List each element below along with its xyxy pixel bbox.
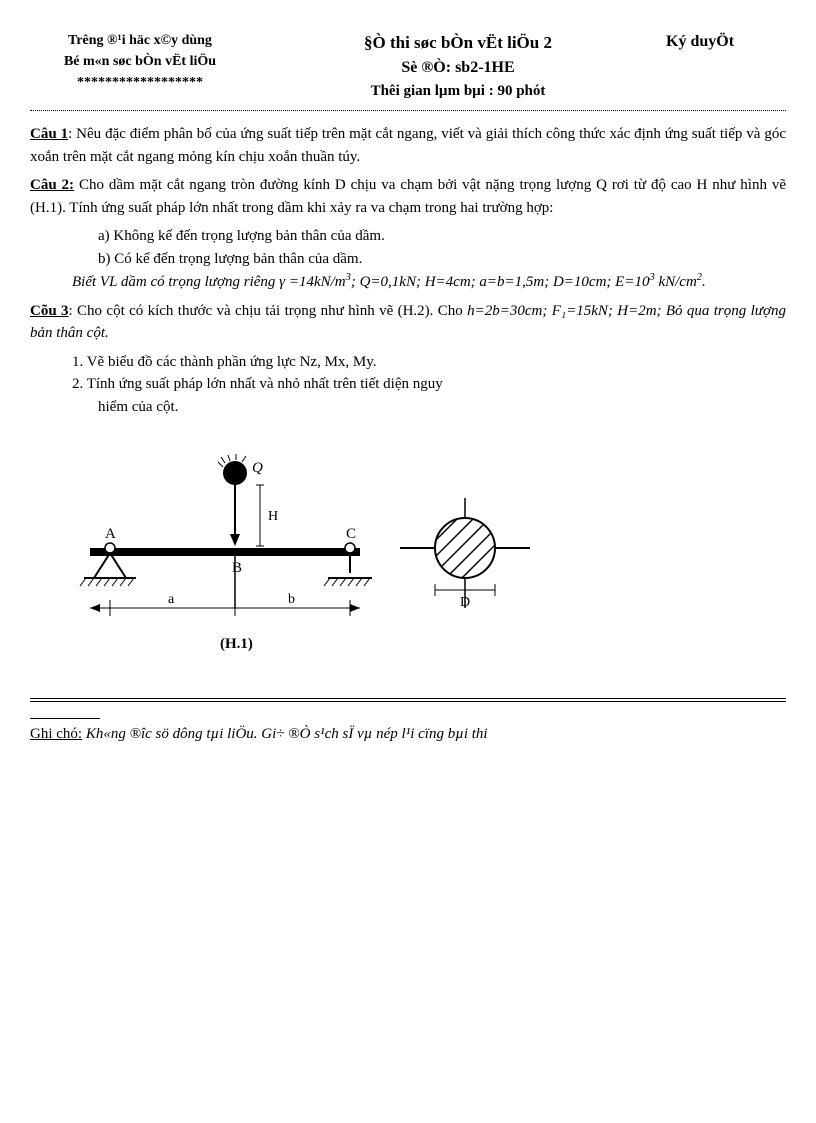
header-left: Trêng ®¹i häc x©y dùng Bé m«n søc bÒn vË… xyxy=(30,30,250,93)
question-2: Câu 2: Cho dầm mặt cắt ngang tròn đường … xyxy=(30,174,786,219)
dim-arrow-l xyxy=(90,604,100,612)
header-code: Sè ®Ò: sb2-1HE xyxy=(250,56,666,80)
ghichu-label: Ghi chó: xyxy=(30,726,82,742)
q2-biet-rest: ; Q=0,1kN; H=4cm; a=b=1,5m; D=10cm; E=10 xyxy=(351,274,650,290)
q1-text: : Nêu đặc điểm phân bố của ứng suất tiếp… xyxy=(30,126,786,165)
diagram-h1: Q H A B C a b D (H.1) xyxy=(50,438,786,668)
dim-arrow-r xyxy=(350,604,360,612)
q3-text-pre: : Cho cột có kích thước và chịu tải trọn… xyxy=(69,303,468,319)
beam-rect xyxy=(90,548,360,556)
q2-biet: Biết VL dầm có trọng lượng riêng γ =14kN… xyxy=(72,270,786,294)
question-3: Cõu 3: Cho cột có kích thước và chịu tải… xyxy=(30,300,786,345)
q3-point1: 1. Vẽ biểu đồ các thành phần ứng lực Nz,… xyxy=(72,351,786,374)
q2-biet-pre: Biết VL dầm có trọng lượng riêng xyxy=(72,274,279,290)
beam-diagram-svg: Q H A B C a b D (H.1) xyxy=(50,438,550,668)
support-a-hatch xyxy=(80,578,134,586)
footer-short-rule xyxy=(30,718,100,719)
header-left-line1: Trêng ®¹i häc x©y dùng xyxy=(30,30,250,51)
label-d: D xyxy=(460,595,470,610)
dotted-rule xyxy=(30,110,786,111)
ghichu-text: Kh«ng ®îc sö dông tµi liÖu. Gi÷ ®Ò s¹ch … xyxy=(82,726,488,742)
header-time: Thêi gian lµm bµi : 90 phót xyxy=(250,80,666,103)
q2-text: Cho dầm mặt cắt ngang tròn đường kính D … xyxy=(30,177,786,216)
support-a-leg2 xyxy=(110,553,126,578)
question-1: Câu 1: Nêu đặc điểm phân bố của ứng suất… xyxy=(30,123,786,168)
label-dim-a: a xyxy=(168,592,175,607)
pin-a-icon xyxy=(105,543,115,553)
label-a: A xyxy=(105,526,116,542)
header-title: §Ò thi søc bÒn vËt liÖu 2 xyxy=(250,30,666,56)
label-q: Q xyxy=(252,460,263,476)
q3-head: Cõu 3 xyxy=(30,303,69,319)
header-right: Ký duyÖt xyxy=(666,30,786,54)
page-header: Trêng ®¹i häc x©y dùng Bé m«n søc bÒn vË… xyxy=(30,30,786,102)
q2-b: b) Có kể đến trọng lượng bản thân của dầ… xyxy=(98,248,786,271)
roller-c-icon xyxy=(345,543,355,553)
header-left-line2: Bé m«n søc bÒn vËt liÖu xyxy=(30,51,250,72)
q1-head: Câu 1 xyxy=(30,126,68,142)
drop-arrow-head xyxy=(230,534,240,546)
label-h: H xyxy=(268,509,278,524)
footer-note: Ghi chó: Kh«ng ®îc sö dông tµi liÖu. Gi÷… xyxy=(30,723,786,746)
label-b: B xyxy=(232,560,242,576)
support-a-leg1 xyxy=(94,553,110,578)
q2-biet-unit: kN/cm xyxy=(655,274,697,290)
label-dim-b: b xyxy=(288,592,295,607)
q2-a: a) Không kể đến trọng lượng bản thân của… xyxy=(98,225,786,248)
support-c-hatch xyxy=(324,578,370,586)
header-center: §Ò thi søc bÒn vËt liÖu 2 Sè ®Ò: sb2-1HE… xyxy=(250,30,666,102)
q3-point2a: 2. Tính ứng suất pháp lớn nhất và nhỏ nh… xyxy=(72,373,786,396)
q3-point2b: hiểm của cột. xyxy=(98,396,786,419)
q2-head: Câu 2: xyxy=(30,177,74,193)
label-c: C xyxy=(346,526,356,542)
footer-double-rule xyxy=(30,698,786,702)
q3-p1-text: 1. Vẽ biểu đồ các thành phần ứng lực Nz,… xyxy=(72,354,377,370)
q2-biet-end: . xyxy=(702,274,706,290)
header-left-stars: ****************** xyxy=(30,72,250,93)
diagram-caption: (H.1) xyxy=(220,636,253,652)
weight-q-icon xyxy=(223,461,247,485)
q2-biet-gamma: γ =14kN/m xyxy=(279,274,345,290)
